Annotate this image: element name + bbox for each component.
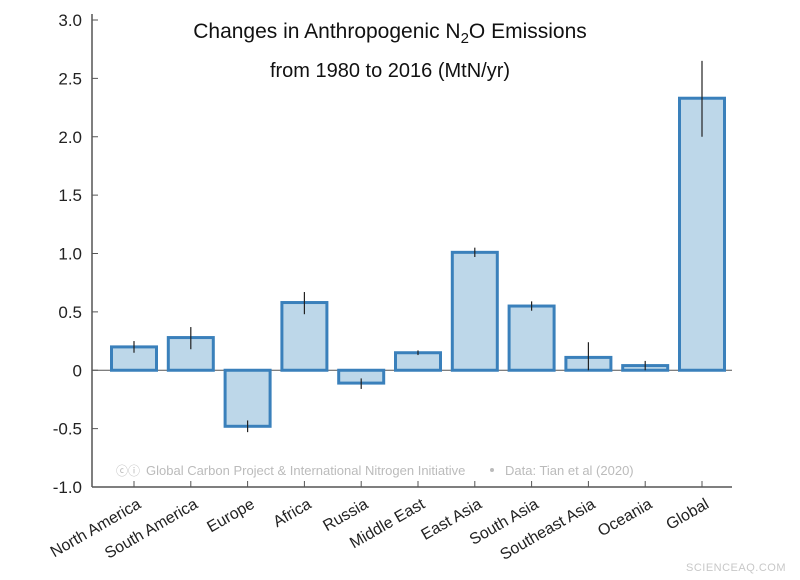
y-tick-label: 0.5: [58, 303, 82, 322]
title-part: O Emissions: [468, 20, 587, 43]
bar: [507, 304, 556, 372]
y-tick-label: -0.5: [53, 420, 82, 439]
credit-icons: ⓒⓘ: [116, 464, 140, 478]
x-tick-label: Global: [663, 496, 712, 534]
credit-separator-dot: [490, 468, 494, 472]
x-tick-label: Southeast Asia: [497, 496, 598, 564]
credit-text: Global Carbon Project & International Ni…: [146, 463, 465, 478]
y-tick-label: 3.0: [58, 11, 82, 30]
chart-title-line1: Changes in Anthropogenic N2O Emissions: [120, 20, 660, 47]
bar: [450, 250, 499, 372]
y-tick-label: -1.0: [53, 478, 82, 497]
title-subscript: 2: [460, 30, 469, 48]
x-tick-label: Europe: [204, 496, 257, 537]
y-tick-label: 1.5: [58, 186, 82, 205]
bar: [678, 96, 726, 372]
x-tick-label: Oceania: [595, 496, 655, 541]
y-tick-label: 2.0: [58, 128, 82, 147]
x-tick-label: Africa: [270, 496, 314, 531]
bar: [223, 368, 272, 428]
y-tick-label: 1.0: [58, 245, 82, 264]
data-source: Data: Tian et al (2020): [505, 463, 634, 478]
title-part: Changes in Anthropogenic N: [193, 20, 461, 43]
chart-title-line2: from 1980 to 2016 (MtN/yr): [269, 60, 511, 82]
y-tick-label: 0: [73, 361, 82, 380]
watermark: SCIENCEAQ.COM: [685, 562, 786, 574]
bar: [394, 351, 442, 372]
y-tick-label: 2.5: [58, 69, 82, 88]
